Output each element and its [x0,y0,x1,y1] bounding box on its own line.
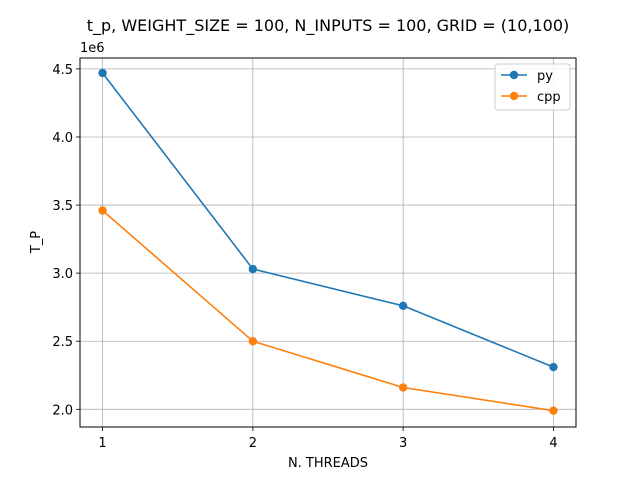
legend-label-py: py [537,69,553,84]
data-point-cpp [248,337,258,346]
data-point-py [549,362,558,372]
y-offset-label: 1e6 [80,41,105,56]
legend-label-cpp: cpp [537,90,561,105]
plot-area-frame [79,57,577,428]
y-tick-label: 3.0 [52,267,73,282]
x-tick-label: 3 [399,436,407,451]
data-point-py [248,264,258,274]
x-tick-label: 2 [249,436,257,451]
data-point-py [398,301,408,311]
x-tick-label: 1 [98,436,106,451]
data-point-py [98,68,107,78]
series-line-cpp [102,209,554,412]
series-line-py [101,72,554,368]
legend-marker-py [509,70,519,80]
y-tick-label: 3.5 [52,199,73,214]
y-axis-ticks: 2.0 2.5 3.0 3.5 4.0 4.5 [52,63,80,418]
chart-title: t_p, WEIGHT_SIZE = 100, N_INPUTS = 100, … [87,16,570,36]
series-lines [98,68,558,415]
y-tick-label: 2.5 [52,335,73,350]
y-axis-label: T_P [29,231,44,254]
y-tick-label: 4.5 [52,63,73,78]
data-point-cpp [398,383,408,392]
x-axis-label: N. THREADS [288,456,368,471]
data-point-cpp [549,406,558,415]
legend: py cpp [494,63,571,111]
x-axis-ticks: 1 2 3 4 [98,427,558,451]
data-point-cpp [98,206,107,215]
grid-lines [80,58,576,427]
y-tick-label: 2.0 [52,403,73,418]
legend-marker-cpp [509,91,519,101]
x-tick-label: 4 [549,436,557,451]
y-tick-label: 4.0 [52,131,73,146]
